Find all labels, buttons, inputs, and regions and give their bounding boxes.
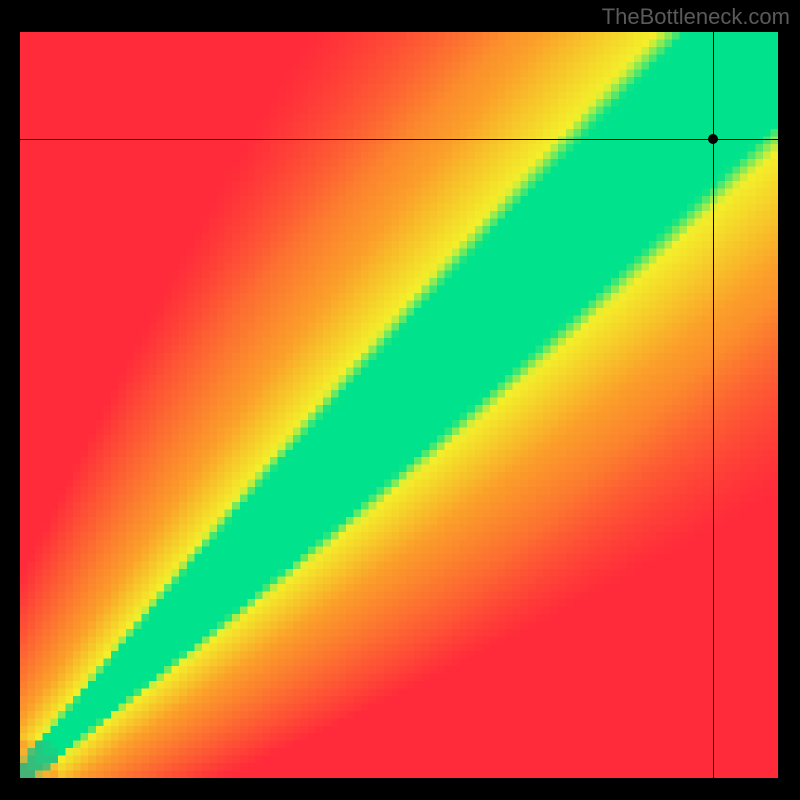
bottleneck-heatmap-canvas (20, 32, 778, 778)
watermark-text: TheBottleneck.com (602, 4, 790, 30)
crosshair-horizontal-line (20, 139, 778, 140)
crosshair-vertical-line (713, 32, 714, 778)
heatmap-plot-area (20, 32, 778, 778)
crosshair-marker-dot (708, 134, 718, 144)
